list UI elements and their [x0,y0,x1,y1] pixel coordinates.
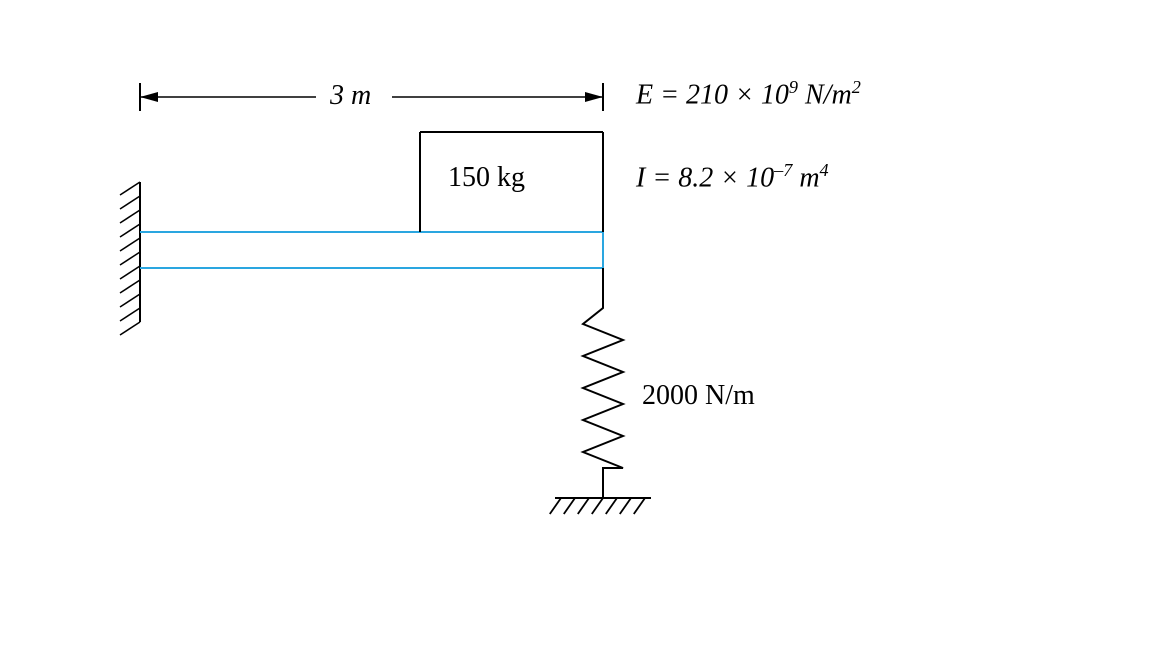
diagram-canvas: 3 m 150 kg E = 210 × 109 N/m2 I = 8.2 × … [0,0,1152,648]
E-label: E = 210 × 109 N/m2 [636,77,861,111]
spring-label: 2000 N/m [642,380,755,412]
length-label: 3 m [330,80,371,112]
I-label: I = 8.2 × 10–7 m4 [636,160,829,194]
mass-label: 150 kg [448,162,525,194]
diagram-svg [0,0,1152,648]
